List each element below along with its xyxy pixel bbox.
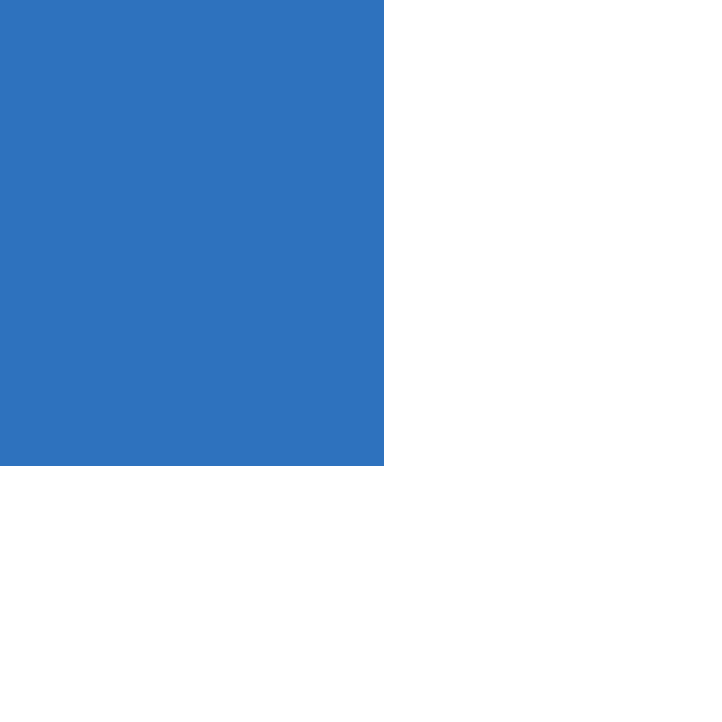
blue-rectangle-panel — [0, 0, 384, 466]
